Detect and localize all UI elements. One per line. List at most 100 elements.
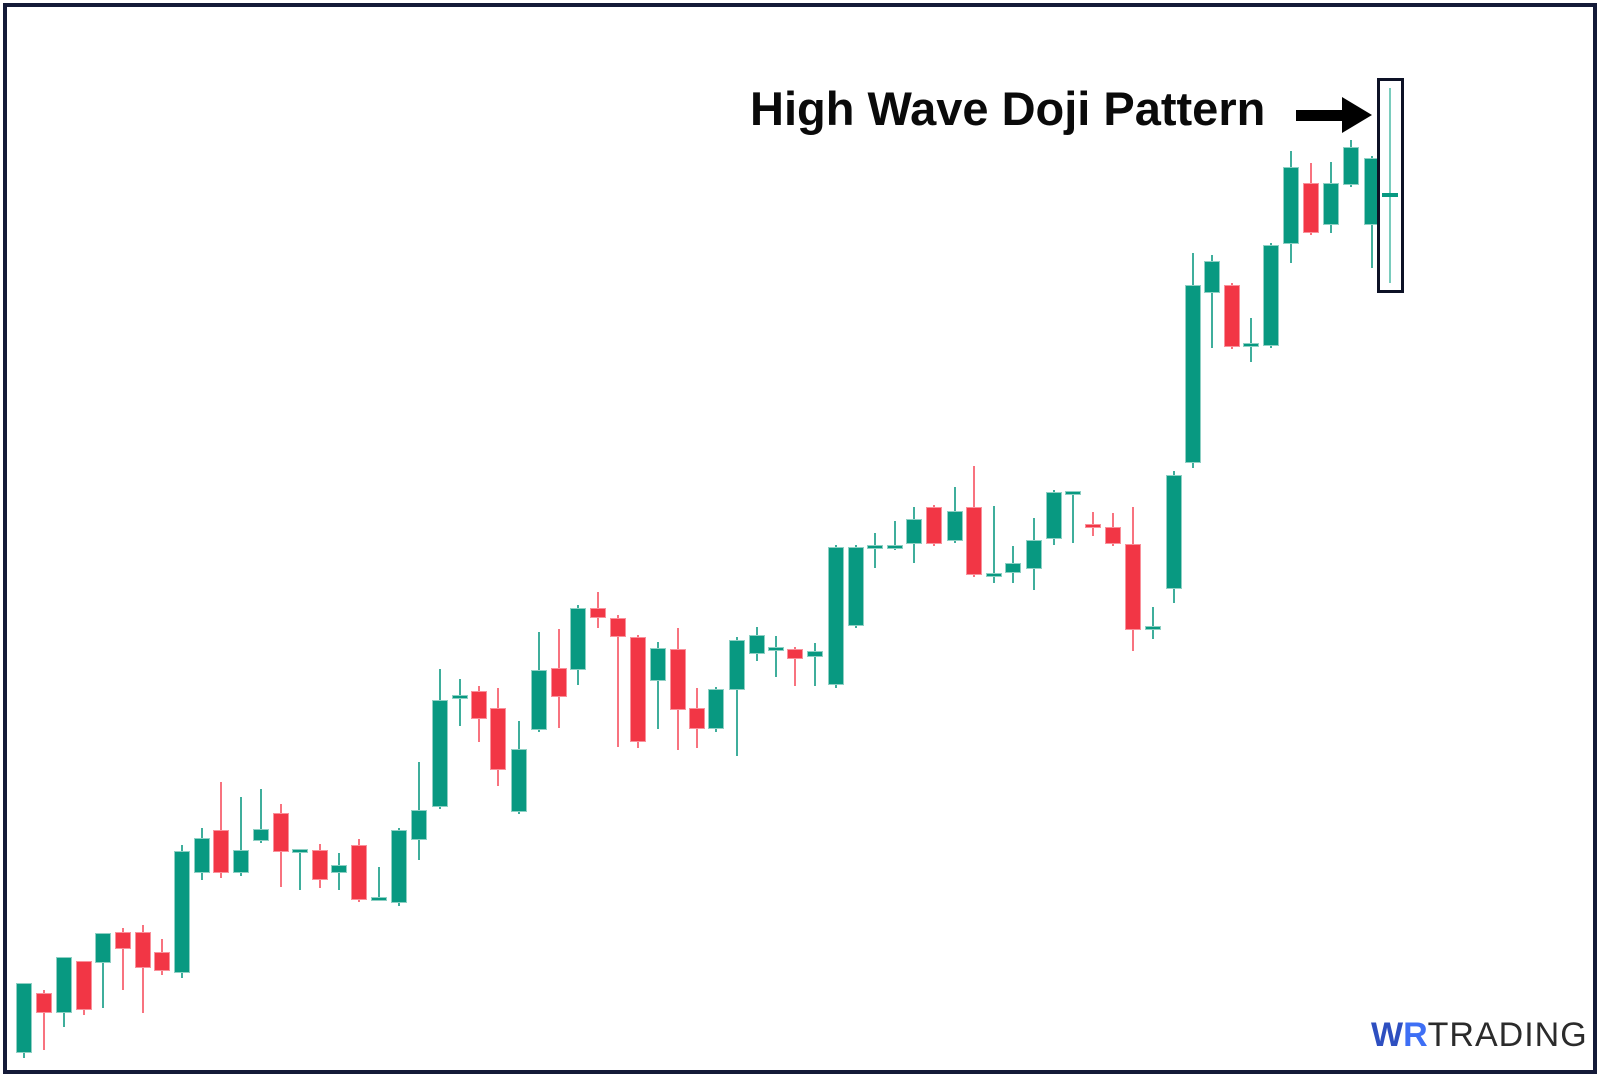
pattern-title: High Wave Doji Pattern — [750, 82, 1266, 135]
candle-body — [966, 507, 982, 575]
candle-wick — [43, 990, 45, 1050]
candle-wick — [894, 521, 896, 550]
candle-body — [16, 983, 32, 1053]
candle-body — [452, 695, 468, 699]
candle-body — [351, 845, 367, 900]
candle-body — [670, 649, 686, 710]
candle-body — [154, 952, 170, 971]
candle-wick — [122, 928, 124, 990]
candle-body — [689, 708, 705, 729]
arrow-shaft — [1296, 110, 1348, 121]
candle-wick — [657, 642, 659, 729]
candle-wick — [260, 789, 262, 843]
candle-wick — [240, 797, 242, 876]
highlight-box — [1377, 78, 1404, 293]
candle-body — [490, 708, 506, 770]
brand-logo: WRTRADING — [1371, 1017, 1588, 1053]
candle-body — [708, 689, 724, 729]
candle-body — [570, 608, 586, 670]
candle-body — [1005, 563, 1021, 573]
candle-body — [926, 507, 942, 544]
candle-wick — [378, 867, 380, 901]
candle-wick — [617, 615, 619, 747]
logo-trading-text: TRADING — [1427, 1016, 1588, 1054]
candle-body — [135, 932, 151, 968]
candle-body — [1243, 343, 1259, 347]
candle-wick — [1152, 607, 1154, 639]
candle-body — [371, 897, 387, 901]
candle-wick — [874, 533, 876, 568]
candle-body — [174, 851, 190, 973]
arrow-right-icon — [1296, 97, 1372, 133]
candle-wick — [736, 637, 738, 756]
candle-wick — [775, 636, 777, 677]
candle-body — [1185, 285, 1201, 463]
candle-body — [233, 850, 249, 873]
candle-body — [1303, 183, 1319, 233]
logo-r-letter: R — [1403, 1016, 1428, 1054]
candle-wick — [1389, 88, 1391, 283]
candle-body — [1065, 491, 1081, 495]
candle-body — [1125, 544, 1141, 630]
candle-body — [1224, 285, 1240, 347]
candle-body — [887, 545, 903, 549]
candle-body — [273, 813, 289, 852]
candle-body — [471, 691, 487, 719]
candle-body — [411, 810, 427, 840]
candle-body — [1046, 492, 1062, 539]
candle-body — [194, 838, 210, 873]
candle-body — [531, 670, 547, 730]
candle-body — [1263, 245, 1279, 346]
candle-body — [213, 830, 229, 873]
candle-body — [906, 519, 922, 544]
candle-body — [1085, 524, 1101, 528]
candle-body — [331, 865, 347, 873]
candle-wick — [299, 849, 301, 890]
candle-body — [1323, 183, 1339, 225]
candle-body — [610, 618, 626, 637]
candle-body — [729, 640, 745, 690]
candle-body — [36, 993, 52, 1013]
candle-body — [253, 829, 269, 841]
candle-body — [867, 545, 883, 549]
arrow-head — [1342, 97, 1372, 133]
candle-body — [1145, 626, 1161, 630]
candle-wick — [993, 506, 995, 583]
candle-wick — [459, 679, 461, 726]
candle-body — [292, 849, 308, 853]
candle-body — [630, 637, 646, 742]
candle-wick — [142, 925, 144, 1013]
candle-body — [848, 547, 864, 626]
candle-body — [807, 651, 823, 657]
candle-body — [76, 961, 92, 1010]
candle-body — [986, 573, 1002, 577]
candle-body — [551, 668, 567, 697]
candle-wick — [102, 933, 104, 1008]
candle-wick — [794, 647, 796, 686]
candle-body — [590, 608, 606, 618]
candle-body — [432, 700, 448, 807]
candle-body — [312, 850, 328, 880]
candle-body — [768, 647, 784, 651]
candle-body — [828, 547, 844, 685]
candle-wick — [1211, 255, 1213, 348]
candle-body — [749, 635, 765, 654]
candle-body — [511, 749, 527, 812]
candle-body — [1382, 193, 1398, 197]
candle-body — [650, 648, 666, 681]
candle-wick — [1250, 318, 1252, 362]
candle-body — [1105, 527, 1121, 544]
candle-body — [947, 511, 963, 541]
candle-wick — [1072, 491, 1074, 543]
candle-body — [1283, 167, 1299, 244]
candle-body — [115, 932, 131, 949]
candle-body — [95, 933, 111, 963]
candle-body — [787, 649, 803, 659]
candle-body — [1343, 147, 1359, 185]
candle-body — [56, 957, 72, 1013]
candle-body — [391, 830, 407, 903]
candle-body — [1026, 540, 1042, 569]
logo-w-letter: W — [1371, 1016, 1404, 1054]
